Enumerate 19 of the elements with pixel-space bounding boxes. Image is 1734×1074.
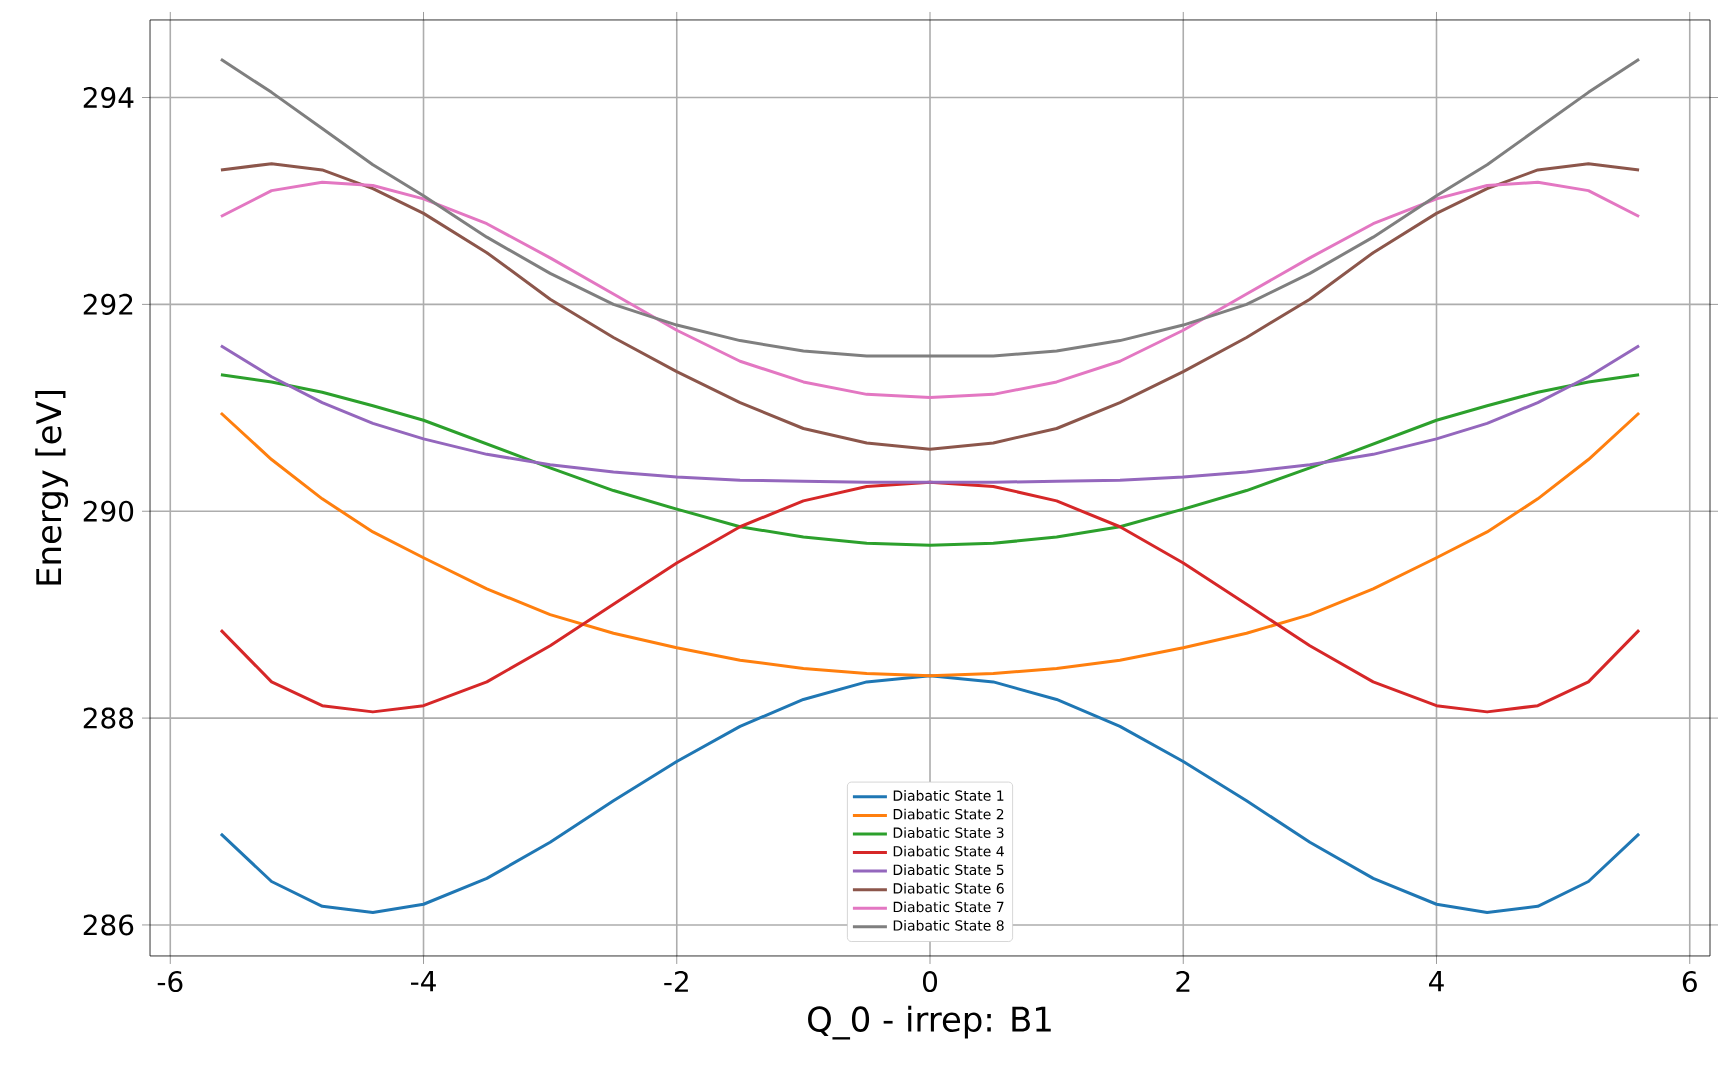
x-tick-label: -6 — [157, 971, 183, 993]
x-tick-label: -4 — [410, 971, 436, 992]
line-series — [219, 480, 1641, 714]
y-tick-label: 288 — [83, 707, 134, 729]
line-series — [219, 411, 1641, 678]
y-tick-label: 290 — [83, 500, 134, 522]
x-tick-label: 2 — [1176, 971, 1190, 992]
x-tick-label: -2 — [664, 971, 688, 992]
y-tick-label: 294 — [83, 86, 134, 109]
line-series — [219, 180, 1641, 399]
line-series — [219, 674, 1641, 915]
x-tick-label: 4 — [1429, 971, 1444, 992]
y-tick-label: 286 — [83, 914, 134, 936]
x-tick-label: 6 — [1682, 971, 1697, 993]
x-tick-label: 0 — [922, 971, 938, 993]
line-series — [219, 162, 1641, 451]
x-axis-title: Q_0 - irrep: B1 — [808, 1005, 1051, 1040]
y-tick-label: 292 — [83, 293, 133, 315]
y-axis-title: Energy [eV] — [35, 390, 69, 585]
